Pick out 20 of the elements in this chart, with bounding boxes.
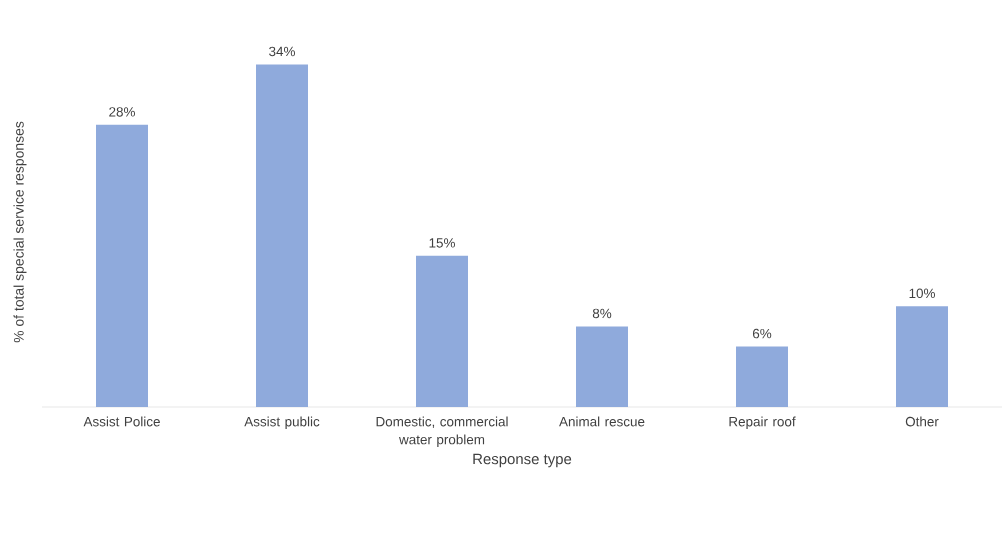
data-label: 28% [109, 107, 135, 117]
bar [96, 124, 148, 407]
data-label: 6% [752, 328, 772, 339]
y-axis-title: % of total special service responses [13, 121, 27, 343]
x-tick-label: Domestic, commercial water problem [376, 416, 508, 447]
bar [896, 306, 948, 407]
data-label: 8% [592, 308, 612, 319]
x-tick-label: Other [905, 416, 939, 427]
x-tick-label: Assist public [244, 416, 320, 430]
x-tick-label: Repair roof [729, 416, 796, 430]
x-tick-label: Animal rescue [559, 416, 645, 427]
x-axis-title: Response type [473, 453, 572, 468]
data-label: 15% [429, 238, 455, 248]
bar [576, 326, 628, 407]
bar [256, 64, 308, 407]
data-label: 10% [909, 288, 935, 299]
bar [416, 255, 468, 407]
data-label: 34% [269, 46, 295, 57]
x-tick-label: Assist Police [83, 416, 160, 427]
bar [736, 346, 788, 407]
